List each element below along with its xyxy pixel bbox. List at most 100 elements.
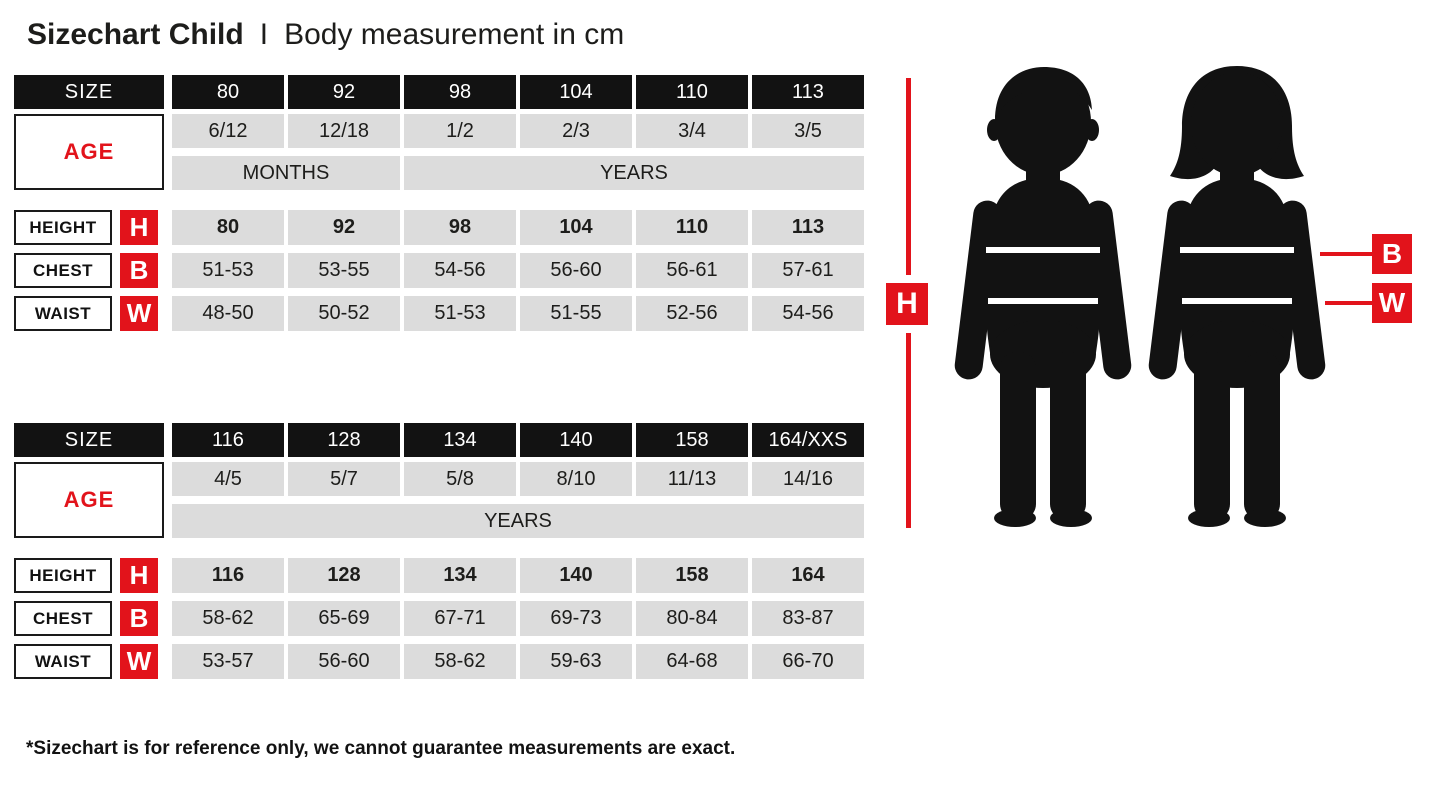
size-header: SIZE	[14, 423, 164, 457]
page-title-main: Sizechart Child	[27, 18, 244, 51]
sizes-cell: 80	[172, 75, 284, 109]
age-block: AGE 6/12 12/18 1/2 2/3 3/4 3/5 MONTHS YEARS	[14, 114, 874, 190]
sizes-cell: 92	[288, 75, 400, 109]
waist-row: WAIST W 53-57 56-60 58-62 59-63 64-68 66-70	[14, 644, 874, 679]
page-title: Sizechart Child I Body measurement in cm	[27, 18, 624, 52]
chest-row: CHEST B 51-53 53-55 54-56 56-60 56-61 57-61	[14, 253, 874, 288]
chest-cell: 58-62	[172, 601, 284, 636]
page-title-sub: Body measurement in cm	[284, 18, 625, 51]
chest-cell: 57-61	[752, 253, 864, 288]
chest-cell: 53-55	[288, 253, 400, 288]
height-measure-line-bottom	[906, 333, 911, 528]
sizes-cell: 98	[404, 75, 516, 109]
ages-cell: 3/4	[636, 114, 748, 148]
chest-measure-line	[1320, 252, 1372, 256]
waist-cells: 53-57 56-60 58-62 59-63 64-68 66-70	[172, 644, 864, 679]
chest-cell: 69-73	[520, 601, 632, 636]
boy-silhouette-icon	[954, 67, 1132, 527]
size-cells: 80 92 98 104 110 113	[172, 75, 864, 109]
ages-cell: 5/7	[288, 462, 400, 496]
waist-cell: 51-55	[520, 296, 632, 331]
height-cell: 164	[752, 558, 864, 593]
sizes-cell: 134	[404, 423, 516, 457]
height-cell: 158	[636, 558, 748, 593]
chest-cells: 58-62 65-69 67-71 69-73 80-84 83-87	[172, 601, 864, 636]
chest-b-icon: B	[120, 601, 158, 636]
age-unit-cell: YEARS	[404, 156, 864, 190]
chest-cell: 51-53	[172, 253, 284, 288]
height-cells: 80 92 98 104 110 113	[172, 210, 864, 245]
chest-cell: 56-60	[520, 253, 632, 288]
chest-label: CHEST	[14, 253, 112, 288]
chest-label: CHEST	[14, 601, 112, 636]
waist-cell: 56-60	[288, 644, 400, 679]
height-cell: 140	[520, 558, 632, 593]
sizes-cell: 110	[636, 75, 748, 109]
age-cells: 4/5 5/7 5/8 8/10 11/13 14/16	[172, 462, 864, 496]
sizes-cell: 128	[288, 423, 400, 457]
ages-cell: 2/3	[520, 114, 632, 148]
height-cell: 134	[404, 558, 516, 593]
age-header: AGE	[14, 462, 164, 538]
ages-cell: 5/8	[404, 462, 516, 496]
height-cell: 128	[288, 558, 400, 593]
waist-cell: 64-68	[636, 644, 748, 679]
chest-cell: 65-69	[288, 601, 400, 636]
sizes-cell: 104	[520, 75, 632, 109]
age-cells: 6/12 12/18 1/2 2/3 3/4 3/5	[172, 114, 864, 148]
title-separator: I	[259, 18, 269, 51]
chest-row: CHEST B 58-62 65-69 67-71 69-73 80-84 83-87	[14, 601, 874, 636]
ages-cell: 12/18	[288, 114, 400, 148]
height-row: HEIGHT H 116 128 134 140 158 164	[14, 558, 874, 593]
waist-cell: 53-57	[172, 644, 284, 679]
sizes-cell: 164/XXS	[752, 423, 864, 457]
age-unit-cells: MONTHS YEARS	[172, 156, 864, 190]
size-header: SIZE	[14, 75, 164, 109]
height-cell: 116	[172, 558, 284, 593]
waist-cell: 50-52	[288, 296, 400, 331]
chest-cell: 56-61	[636, 253, 748, 288]
age-unit-cells: YEARS	[172, 504, 864, 538]
height-cell: 110	[636, 210, 748, 245]
sizes-cell: 116	[172, 423, 284, 457]
height-cell: 113	[752, 210, 864, 245]
sizes-cell: 113	[752, 75, 864, 109]
chest-cell: 67-71	[404, 601, 516, 636]
age-header: AGE	[14, 114, 164, 190]
sizes-cell: 158	[636, 423, 748, 457]
height-h-icon: H	[120, 558, 158, 593]
height-cell: 104	[520, 210, 632, 245]
height-h-icon: H	[120, 210, 158, 245]
waist-w-icon: W	[120, 644, 158, 679]
ages-cell: 3/5	[752, 114, 864, 148]
height-cell: 98	[404, 210, 516, 245]
sizechart-table-small: SIZE 80 92 98 104 110 113 AGE 6/12 12/18 1/2 2/3…	[14, 75, 874, 339]
chest-cell: 80-84	[636, 601, 748, 636]
waist-row: WAIST W 48-50 50-52 51-53 51-55 52-56 54-56	[14, 296, 874, 331]
chest-cell: 83-87	[752, 601, 864, 636]
sizes-cell: 140	[520, 423, 632, 457]
waist-marker-badge: W	[1372, 283, 1412, 323]
age-block: AGE 4/5 5/7 5/8 8/10 11/13 14/16 YEARS	[14, 462, 874, 538]
height-marker-badge: H	[886, 283, 928, 325]
waist-cell: 59-63	[520, 644, 632, 679]
age-unit-cell: YEARS	[172, 504, 864, 538]
waist-cell: 51-53	[404, 296, 516, 331]
ages-cell: 4/5	[172, 462, 284, 496]
ages-cell: 1/2	[404, 114, 516, 148]
ages-cell: 11/13	[636, 462, 748, 496]
ages-cell: 6/12	[172, 114, 284, 148]
chest-b-icon: B	[120, 253, 158, 288]
waist-label: WAIST	[14, 296, 112, 331]
waist-cell: 52-56	[636, 296, 748, 331]
ages-cell: 14/16	[752, 462, 864, 496]
age-unit-cell: MONTHS	[172, 156, 400, 190]
waist-cell: 48-50	[172, 296, 284, 331]
height-cell: 92	[288, 210, 400, 245]
height-row: HEIGHT H 80 92 98 104 110 113	[14, 210, 874, 245]
size-cells: 116 128 134 140 158 164/XXS	[172, 423, 864, 457]
size-row: SIZE 116 128 134 140 158 164/XXS	[14, 423, 874, 457]
girl-silhouette-icon	[1148, 66, 1326, 527]
waist-cell: 58-62	[404, 644, 516, 679]
